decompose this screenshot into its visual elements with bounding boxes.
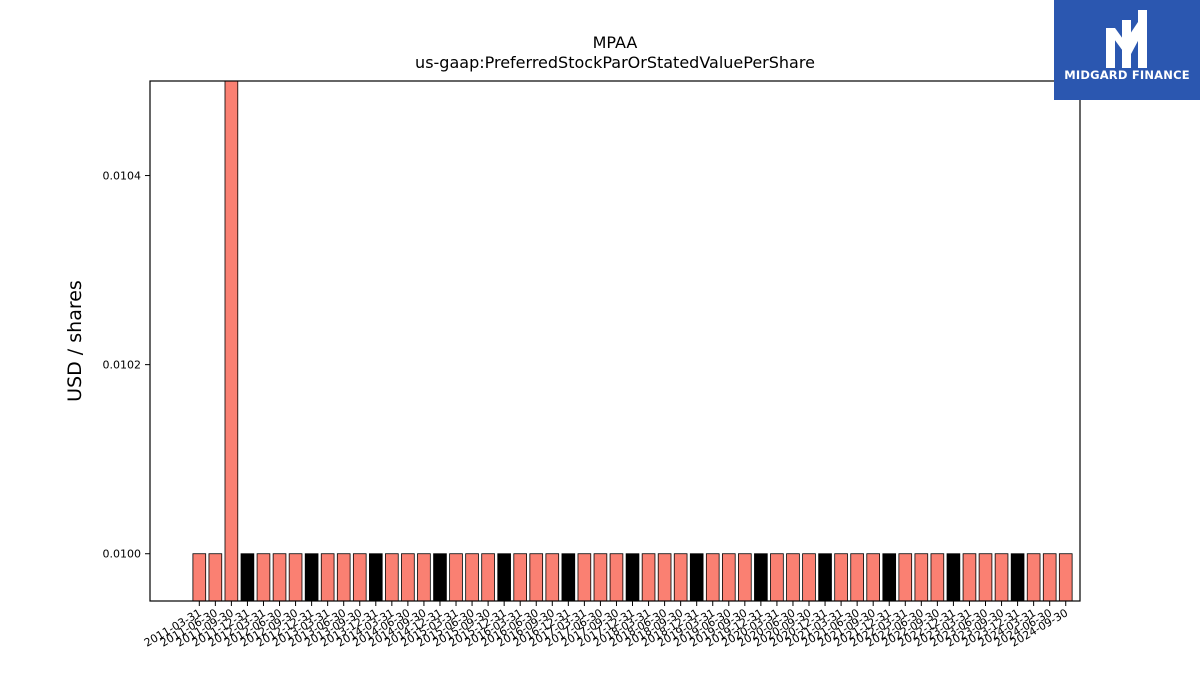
- bar-2016-09-30: [545, 553, 560, 602]
- bar-2015-03-31: [449, 553, 463, 602]
- bar-2011-06-30: [208, 553, 223, 602]
- bar-2022-09-30: [930, 553, 945, 602]
- bars-group: [192, 80, 1073, 602]
- chart-subtitle: us-gaap:PreferredStockParOrStatedValuePe…: [415, 53, 815, 72]
- bar-2019-09-30: [738, 553, 752, 602]
- bar-2022-12-31: [946, 553, 961, 602]
- bar-2017-09-30: [609, 553, 624, 602]
- y-ticks-group: 0.0100 0.0102 0.0104: [103, 170, 150, 561]
- bar-2020-06-30: [786, 553, 800, 602]
- bar-2017-03-31: [577, 553, 592, 602]
- bar-2014-12-31: [433, 553, 447, 602]
- bar-2013-06-30: [336, 553, 351, 602]
- bar-2019-06-30: [721, 553, 736, 602]
- bar-2023-03-31: [962, 553, 977, 602]
- bar-2024-03-31: [1026, 553, 1041, 602]
- y-tick-label: 0.0100: [103, 548, 142, 561]
- bar-2013-09-30: [352, 553, 367, 602]
- bar-2012-09-30: [288, 553, 303, 602]
- bar-2015-12-31: [497, 553, 511, 602]
- bar-2016-12-31: [561, 553, 576, 602]
- bar-2021-09-30: [866, 553, 880, 602]
- bar-2023-06-30: [978, 553, 993, 602]
- bar-2019-12-31: [754, 553, 768, 602]
- bar-2019-03-31: [705, 553, 720, 602]
- bar-2016-03-31: [513, 553, 527, 602]
- chart-title: MPAA: [593, 33, 638, 52]
- x-ticks-group: 2011-03-312011-06-302011-09-302011-12-31…: [142, 601, 1070, 650]
- bar-2012-03-31: [256, 553, 271, 602]
- bar-2022-06-30: [914, 553, 929, 602]
- bar-2021-03-31: [834, 553, 848, 602]
- bar-2015-06-30: [465, 553, 479, 602]
- bar-2021-06-30: [850, 553, 864, 602]
- bar-2012-12-31: [304, 553, 319, 602]
- bar-2013-03-31: [320, 553, 335, 602]
- bar-2011-03-31: [192, 553, 207, 602]
- y-tick-label: 0.0104: [103, 170, 142, 183]
- brand-name: MIDGARD FINANCE: [1064, 68, 1190, 82]
- bar-2024-06-30: [1042, 553, 1057, 602]
- bar-2018-12-31: [689, 553, 704, 602]
- brand-logo: MIDGARD FINANCE: [1054, 0, 1200, 100]
- bar-2021-12-31: [882, 553, 897, 602]
- midgard-m-logo-icon: [1106, 10, 1147, 68]
- bar-2013-12-31: [368, 553, 383, 602]
- bar-2020-12-31: [818, 553, 832, 602]
- bar-2018-03-31: [641, 553, 656, 602]
- y-tick-label: 0.0102: [103, 359, 142, 372]
- bar-2018-09-30: [673, 553, 688, 602]
- bar-2024-09-30: [1058, 553, 1073, 602]
- bar-2016-06-30: [529, 553, 544, 602]
- bar-2020-09-30: [802, 553, 816, 602]
- bar-2020-03-31: [770, 553, 784, 602]
- bar-2014-09-30: [417, 553, 431, 602]
- plot-frame: [149, 80, 1081, 602]
- bar-2018-06-30: [657, 553, 672, 602]
- bar-2023-09-30: [994, 553, 1009, 602]
- bar-2022-03-31: [898, 553, 913, 602]
- bar-2011-12-31: [240, 553, 255, 602]
- bar-2023-12-31: [1010, 553, 1025, 602]
- bar-2017-06-30: [593, 553, 608, 602]
- bar-2014-06-30: [401, 553, 415, 602]
- bar-2017-12-31: [625, 553, 640, 602]
- bar-2014-03-31: [385, 553, 399, 602]
- bar-2012-06-30: [272, 553, 287, 602]
- y-axis-label: USD / shares: [64, 280, 86, 402]
- bar-2011-09-30: [224, 80, 239, 602]
- bar-2015-09-30: [481, 553, 495, 602]
